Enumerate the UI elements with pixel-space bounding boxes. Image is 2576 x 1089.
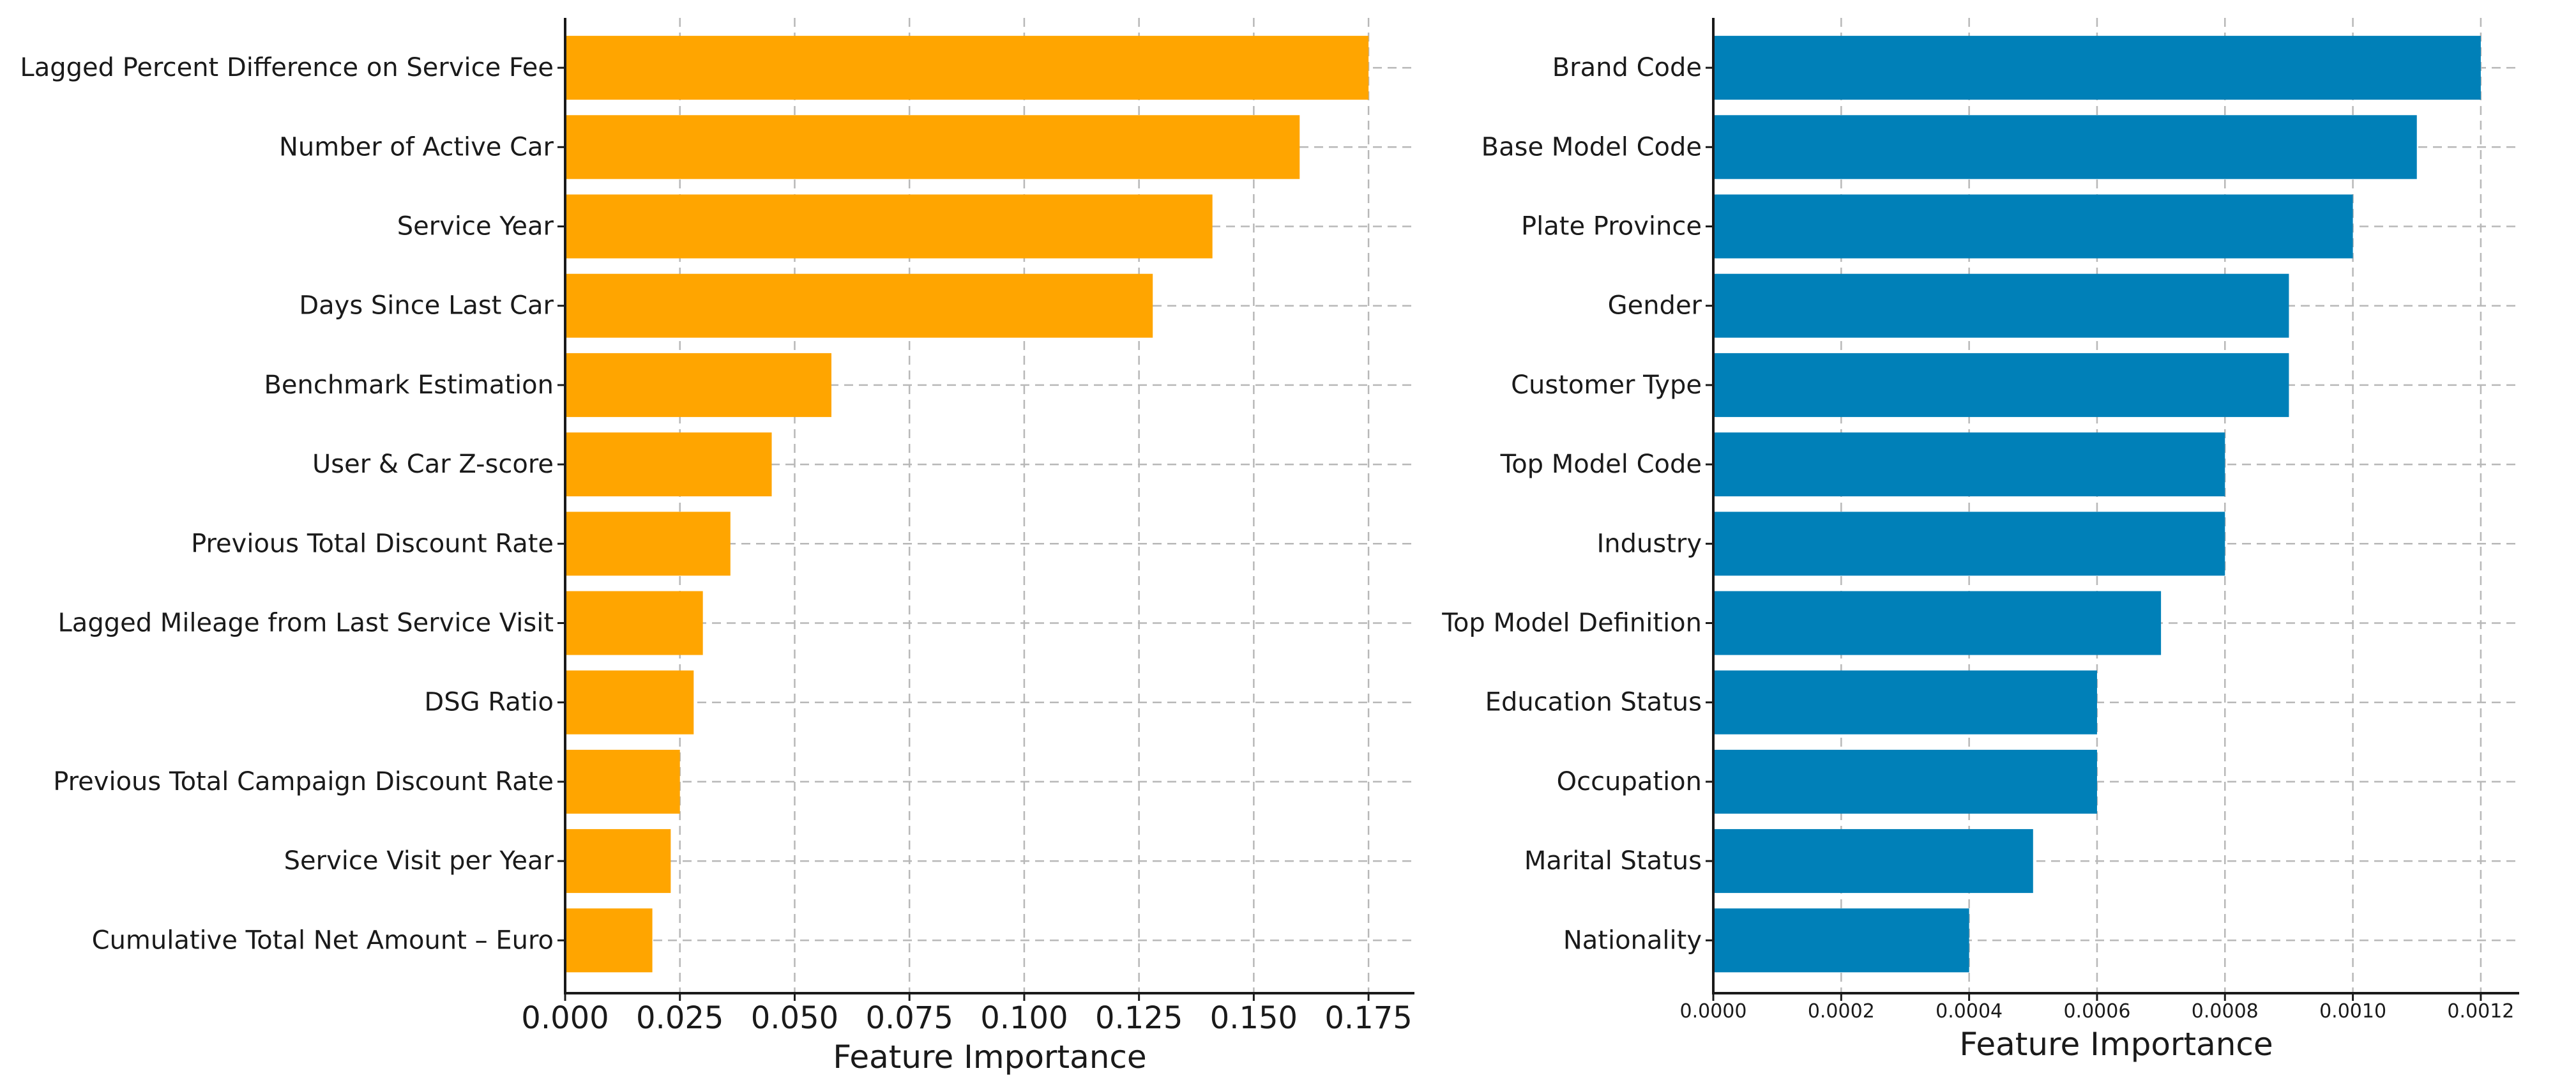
right-bar [1713,591,2162,655]
right-x-tick-label: 0.0006 [2063,1000,2130,1023]
right-category-label: Plate Province [1521,212,1702,241]
left-category-label: Previous Total Campaign Discount Rate [53,767,554,796]
right-category-label: Top Model Code [1500,450,1702,479]
right-x-tick-label: 0.0010 [2319,1000,2386,1023]
left-bar [565,749,680,814]
right-category-label: Top Model Definition [1441,609,1702,638]
left-category-label: Lagged Mileage from Last Service Visit [58,609,554,638]
left-x-tick-label: 0.100 [980,1000,1068,1036]
left-category-label: DSG Ratio [424,688,554,717]
left-category-label: User & Car Z-score [312,450,554,479]
left-category-label: Previous Total Discount Rate [191,529,554,558]
left-x-tick-label: 0.000 [521,1000,609,1036]
right-x-axis-label: Feature Importance [1959,1026,2273,1063]
left-bar [565,432,772,497]
left-bar [565,512,731,576]
left-bar [565,115,1300,179]
right-bar [1713,353,2289,417]
left-chart-panel: Lagged Percent Difference on Service Fee… [20,18,1414,1076]
left-x-tick-label: 0.075 [865,1000,953,1036]
left-bar [565,36,1369,100]
right-bar [1713,749,2097,814]
right-category-label: Nationality [1563,925,1702,955]
left-bar [565,670,694,735]
left-bar [565,353,831,417]
left-category-label: Lagged Percent Difference on Service Fee [20,53,554,82]
right-bar [1713,512,2225,576]
right-bar [1713,670,2097,735]
left-category-label: Cumulative Total Net Amount – Euro [92,925,554,955]
right-x-tick-label: 0.0000 [1680,1000,1747,1023]
right-bar [1713,908,1969,973]
right-x-tick-label: 0.0002 [1808,1000,1875,1023]
left-x-tick-label: 0.125 [1095,1000,1183,1036]
right-category-label: Customer Type [1511,370,1702,400]
right-bar [1713,829,2033,894]
right-x-tick-label: 0.0012 [2447,1000,2514,1023]
right-bar [1713,432,2225,497]
right-x-tick-label: 0.0008 [2192,1000,2259,1023]
left-category-label: Service Visit per Year [284,846,554,876]
left-bar [565,194,1213,259]
left-bar [565,591,703,655]
right-bar [1713,36,2481,100]
right-category-label: Occupation [1557,767,1702,796]
right-category-label: Education Status [1485,688,1702,717]
right-bar [1713,194,2353,259]
left-category-label: Service Year [397,212,554,241]
left-x-tick-label: 0.050 [751,1000,838,1036]
right-bar [1713,115,2417,179]
right-bar [1713,273,2289,338]
left-category-label: Number of Active Car [279,132,554,162]
left-bar [565,273,1153,338]
left-x-tick-label: 0.150 [1210,1000,1298,1036]
left-bar [565,829,671,894]
left-x-tick-label: 0.175 [1324,1000,1412,1036]
right-x-tick-label: 0.0004 [1936,1000,2003,1023]
right-category-label: Industry [1596,529,1702,558]
right-category-label: Base Model Code [1481,132,1702,162]
left-x-axis-label: Feature Importance [833,1039,1146,1076]
left-x-tick-label: 0.025 [636,1000,724,1036]
right-category-label: Marital Status [1524,846,1702,876]
left-category-label: Days Since Last Car [299,291,554,321]
right-category-label: Gender [1608,291,1702,321]
left-category-label: Benchmark Estimation [264,370,554,400]
left-bar [565,908,653,973]
right-category-label: Brand Code [1552,53,1702,82]
right-chart-panel: Brand Code Base Model Code Plate Province G… [1441,18,2519,1063]
